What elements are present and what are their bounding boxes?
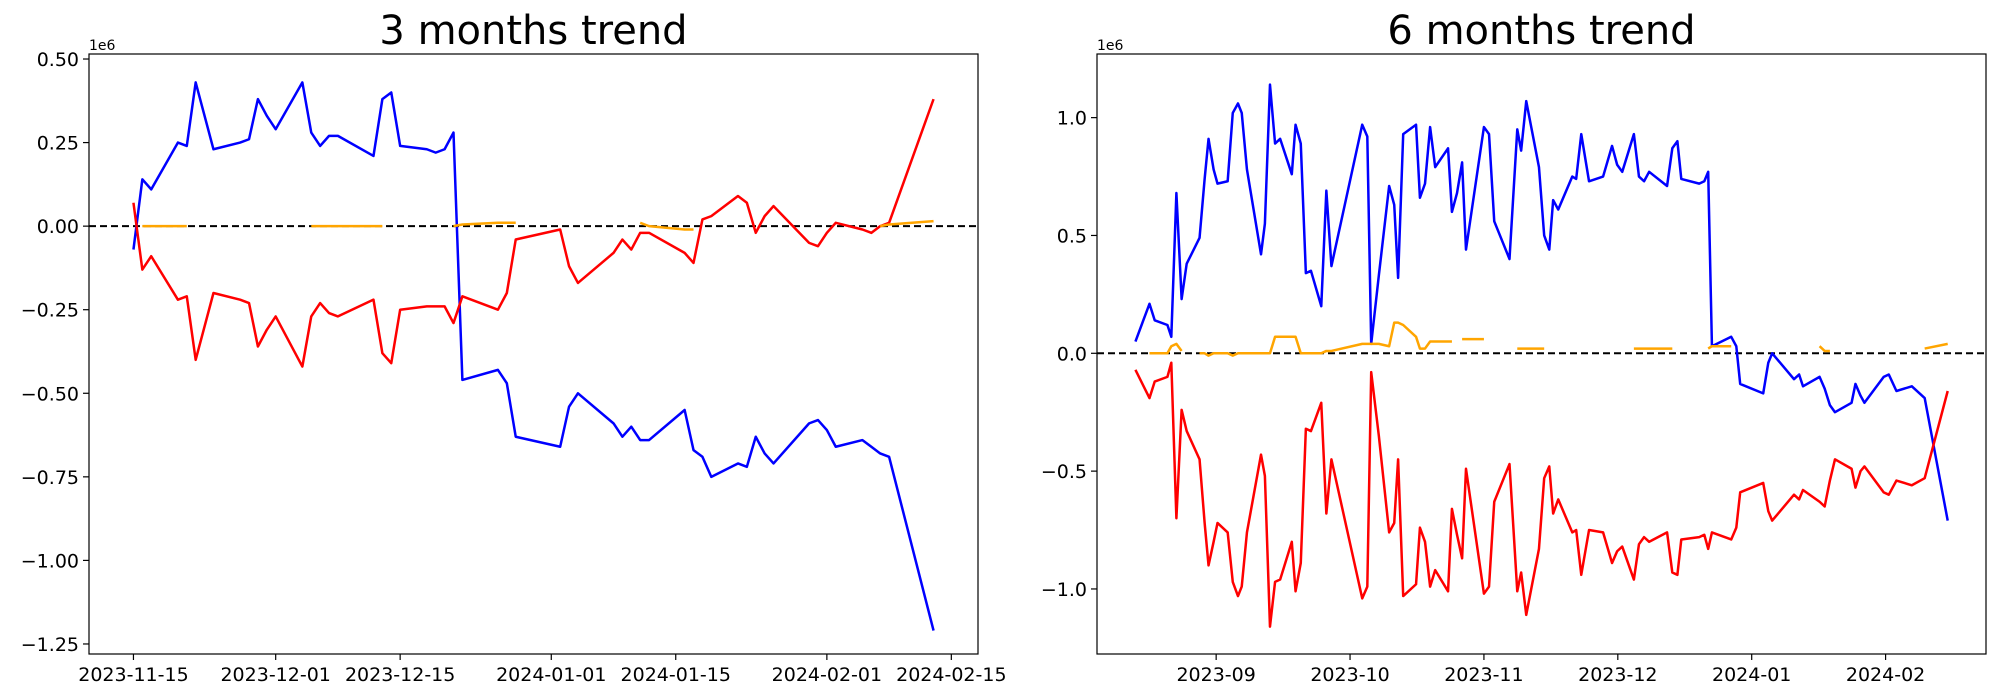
y-tick-label: −1.25 <box>21 634 79 656</box>
x-tick-label: 2023-11-15 <box>78 664 188 686</box>
x-tick-label: 2024-01-01 <box>496 664 606 686</box>
x-tick-label: 2023-09 <box>1176 664 1255 686</box>
axes: 3 months trend 1e6 −1.25 −1.00 −0.75 −0.50 −0.… <box>21 8 1007 686</box>
x-tick-label: 2024-01-15 <box>621 664 731 686</box>
y-tick-label: 0.25 <box>37 133 79 155</box>
y-tick-label: 1.0 <box>1057 108 1087 130</box>
x-tick-label: 2024-02 <box>1846 664 1925 686</box>
y-tick-label: 0.0 <box>1057 343 1087 365</box>
axes: 6 months trend 1e6 −1.0 −0.5 0.0 0.5 1.0 2023-0… <box>1041 8 1987 686</box>
y-tick-label: −0.50 <box>21 383 79 405</box>
y-tick-label: −0.25 <box>21 300 79 322</box>
x-tick-label: 2024-01 <box>1712 664 1791 686</box>
series-line <box>1149 321 1948 357</box>
series-line <box>1134 361 1949 628</box>
x-tick-label: 2023-12-01 <box>220 664 330 686</box>
y-tick-label: 0.50 <box>37 49 79 71</box>
series-line <box>132 98 935 368</box>
x-tick-label: 2023-10 <box>1310 664 1389 686</box>
chart-title: 6 months trend <box>1387 8 1695 54</box>
x-tick-label: 2023-12-15 <box>345 664 455 686</box>
series-line <box>142 219 934 231</box>
chart-title: 3 months trend <box>379 8 687 54</box>
y-tick-label: −0.5 <box>1041 461 1087 483</box>
y-offset-label: 1e6 <box>1097 38 1124 54</box>
y-tick-label: 0.00 <box>37 216 79 238</box>
x-tick-label: 2024-02-01 <box>772 664 882 686</box>
y-tick-label: 0.5 <box>1057 225 1087 247</box>
y-tick-label: −1.0 <box>1041 579 1087 601</box>
axes-frame <box>88 53 979 655</box>
y-offset-label: 1e6 <box>89 38 116 54</box>
x-tick-label: 2024-02-15 <box>896 664 1006 686</box>
y-tick-label: −0.75 <box>21 467 79 489</box>
x-tick-label: 2023-12 <box>1578 664 1657 686</box>
x-tick-label: 2023-11 <box>1444 664 1523 686</box>
axes-frame <box>1096 53 1987 655</box>
y-tick-label: −1.00 <box>21 550 79 572</box>
series-line <box>132 81 935 631</box>
series-line <box>1134 83 1949 521</box>
